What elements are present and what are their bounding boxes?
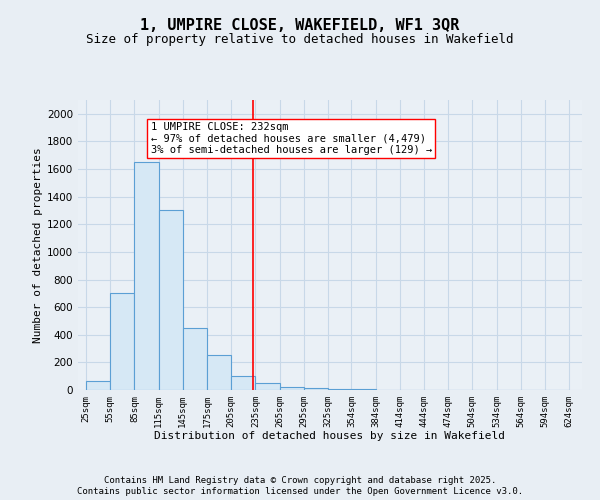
Bar bbox=[231, 376, 256, 390]
Bar bbox=[256, 383, 280, 390]
Text: Size of property relative to detached houses in Wakefield: Size of property relative to detached ho… bbox=[86, 32, 514, 46]
Bar bbox=[183, 328, 207, 390]
Text: Contains HM Land Registry data © Crown copyright and database right 2025.: Contains HM Land Registry data © Crown c… bbox=[104, 476, 496, 485]
Text: 1, UMPIRE CLOSE, WAKEFIELD, WF1 3QR: 1, UMPIRE CLOSE, WAKEFIELD, WF1 3QR bbox=[140, 18, 460, 32]
Text: 1 UMPIRE CLOSE: 232sqm
← 97% of detached houses are smaller (4,479)
3% of semi-d: 1 UMPIRE CLOSE: 232sqm ← 97% of detached… bbox=[151, 122, 432, 156]
Y-axis label: Number of detached properties: Number of detached properties bbox=[33, 147, 43, 343]
Bar bbox=[158, 210, 183, 390]
Bar bbox=[134, 162, 158, 390]
X-axis label: Distribution of detached houses by size in Wakefield: Distribution of detached houses by size … bbox=[155, 432, 505, 442]
Bar bbox=[280, 386, 304, 390]
Text: Contains public sector information licensed under the Open Government Licence v3: Contains public sector information licen… bbox=[77, 488, 523, 496]
Bar bbox=[304, 388, 328, 390]
Bar bbox=[328, 389, 352, 390]
Bar bbox=[207, 355, 231, 390]
Bar bbox=[86, 381, 110, 390]
Bar bbox=[110, 294, 134, 390]
